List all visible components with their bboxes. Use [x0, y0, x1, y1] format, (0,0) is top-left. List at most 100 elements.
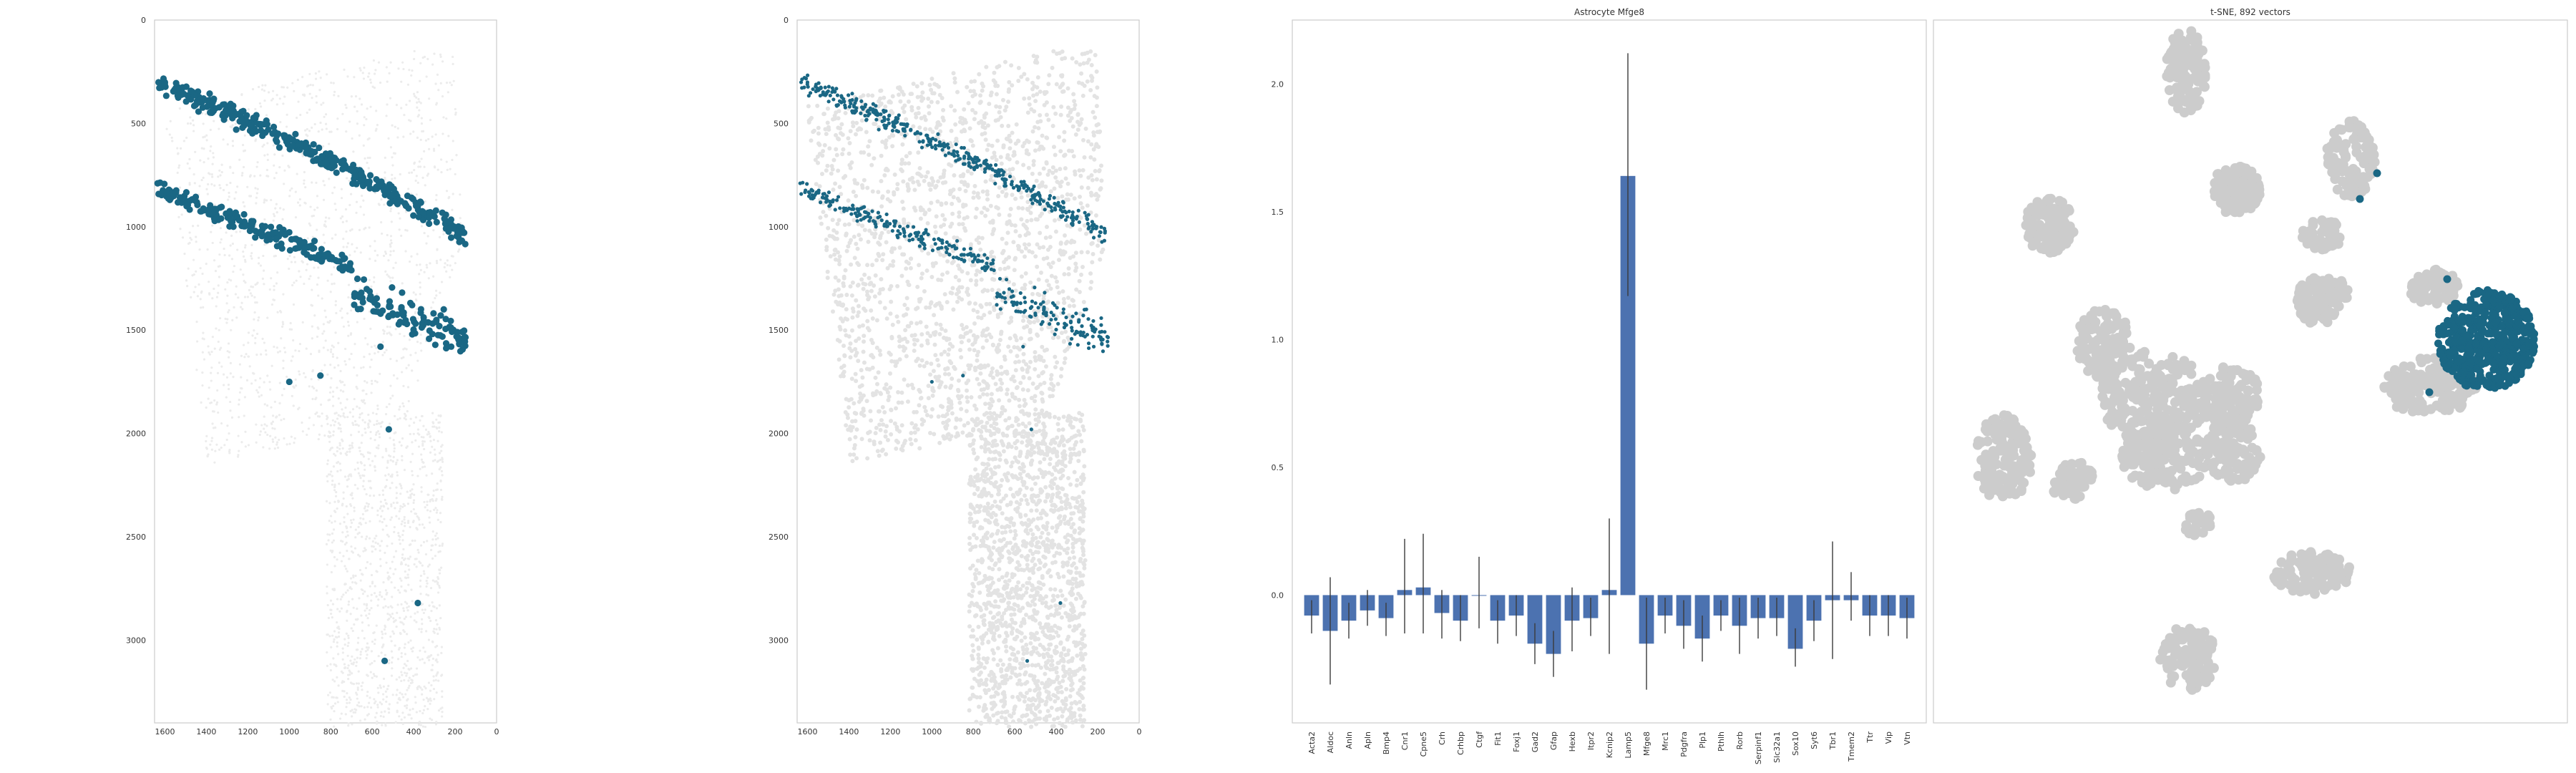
p2-cell	[986, 142, 991, 147]
p1-cell	[408, 558, 411, 560]
p1-cell	[299, 276, 302, 278]
p1-cell	[415, 621, 418, 623]
p1-cell	[257, 256, 260, 259]
p1-cell	[395, 461, 398, 464]
p1-cell	[436, 439, 439, 442]
p1-cell	[260, 353, 263, 356]
p1-cell	[431, 579, 434, 582]
p2-cell	[884, 316, 889, 321]
p1-cell	[374, 249, 376, 253]
p1-cell	[411, 679, 414, 682]
p2-cell	[941, 420, 946, 425]
p1-cell	[298, 343, 302, 346]
p1-cell	[359, 477, 362, 480]
p2-cell	[896, 389, 901, 394]
p1-cell	[384, 632, 387, 635]
p1-cell	[240, 301, 243, 304]
p1-cell	[240, 93, 243, 97]
p1-cell	[330, 273, 333, 276]
p1-cell	[377, 203, 380, 205]
p1-cell	[336, 417, 339, 420]
p2-cell	[1082, 464, 1087, 469]
p1-highlight-cell	[400, 309, 407, 316]
p1-cell	[392, 456, 395, 459]
p1-cell	[223, 384, 225, 386]
p1-highlight-cell	[266, 235, 274, 243]
p1-cell	[231, 145, 235, 147]
p1-cell	[227, 342, 230, 345]
p1-cell	[373, 674, 376, 677]
p1-cell	[271, 438, 274, 441]
p1-cell	[434, 723, 438, 726]
p1-cell	[344, 591, 348, 594]
p1-cell	[439, 258, 442, 261]
p1-cell	[218, 253, 221, 256]
p2-cell	[882, 95, 887, 100]
p1-cell	[374, 469, 377, 472]
p1-cell	[415, 308, 418, 311]
p1-cell	[316, 228, 318, 231]
p1-cell	[391, 656, 394, 659]
p1-cell	[390, 674, 394, 677]
p1-cell	[375, 535, 378, 538]
p1-cell	[240, 386, 243, 390]
p1-highlight-cell	[318, 245, 325, 253]
p1-cell	[389, 459, 392, 462]
p2-cell	[972, 183, 977, 188]
p1-cell	[352, 575, 355, 579]
p1-cell	[241, 308, 244, 311]
p2-cell	[830, 309, 835, 314]
p1-cell	[368, 72, 371, 75]
p2-cell	[1015, 650, 1020, 655]
p1-cell	[294, 349, 297, 352]
p2-cell	[880, 140, 885, 145]
p2-cell	[1016, 460, 1021, 465]
p1-cell	[382, 254, 386, 258]
p1-cell	[205, 139, 208, 142]
p1-cell	[366, 694, 369, 697]
p1-cell	[326, 349, 329, 351]
p2-cell	[1019, 274, 1024, 279]
p2-cell	[1080, 498, 1085, 503]
p1-cell	[391, 612, 394, 616]
p1-cell	[240, 174, 243, 177]
p1-cell	[387, 137, 390, 140]
p1-cell	[209, 443, 212, 446]
p2-cell	[1033, 99, 1038, 104]
p1-highlight-cell	[410, 326, 417, 334]
p1-cell	[345, 525, 348, 528]
p1-cell	[296, 78, 299, 82]
p2-cell	[913, 438, 918, 443]
p1-cell	[441, 60, 444, 63]
p1-cell	[452, 255, 454, 258]
p1-cell	[364, 380, 366, 383]
p1-cell	[358, 705, 361, 708]
p1-cell	[298, 270, 301, 273]
p1-cell	[228, 254, 231, 257]
p1-cell	[384, 605, 387, 608]
p1-cell	[374, 69, 377, 72]
p2-cell	[974, 206, 979, 211]
p1-cell	[234, 293, 238, 296]
p1-cell	[326, 414, 328, 417]
p1-cell	[389, 243, 391, 246]
p1-cell	[207, 157, 210, 160]
p1-cell	[401, 282, 404, 285]
p1-highlight-cell	[382, 185, 390, 193]
p1-cell	[263, 381, 265, 384]
p1-cell	[327, 399, 330, 402]
p1-cell	[428, 516, 431, 519]
p2-cell	[878, 235, 883, 240]
p1-cell	[440, 171, 443, 174]
p2-cell	[974, 278, 979, 283]
p1-cell	[204, 112, 208, 116]
p1-cell	[414, 612, 416, 615]
p1-cell	[336, 696, 338, 699]
p1-cell	[432, 630, 435, 633]
p2-cell	[1053, 364, 1058, 369]
p1-cell	[425, 75, 428, 78]
p1-cell	[343, 690, 346, 693]
p1-cell	[303, 182, 306, 185]
p1-cell	[381, 354, 384, 356]
p1-cell	[421, 176, 424, 179]
